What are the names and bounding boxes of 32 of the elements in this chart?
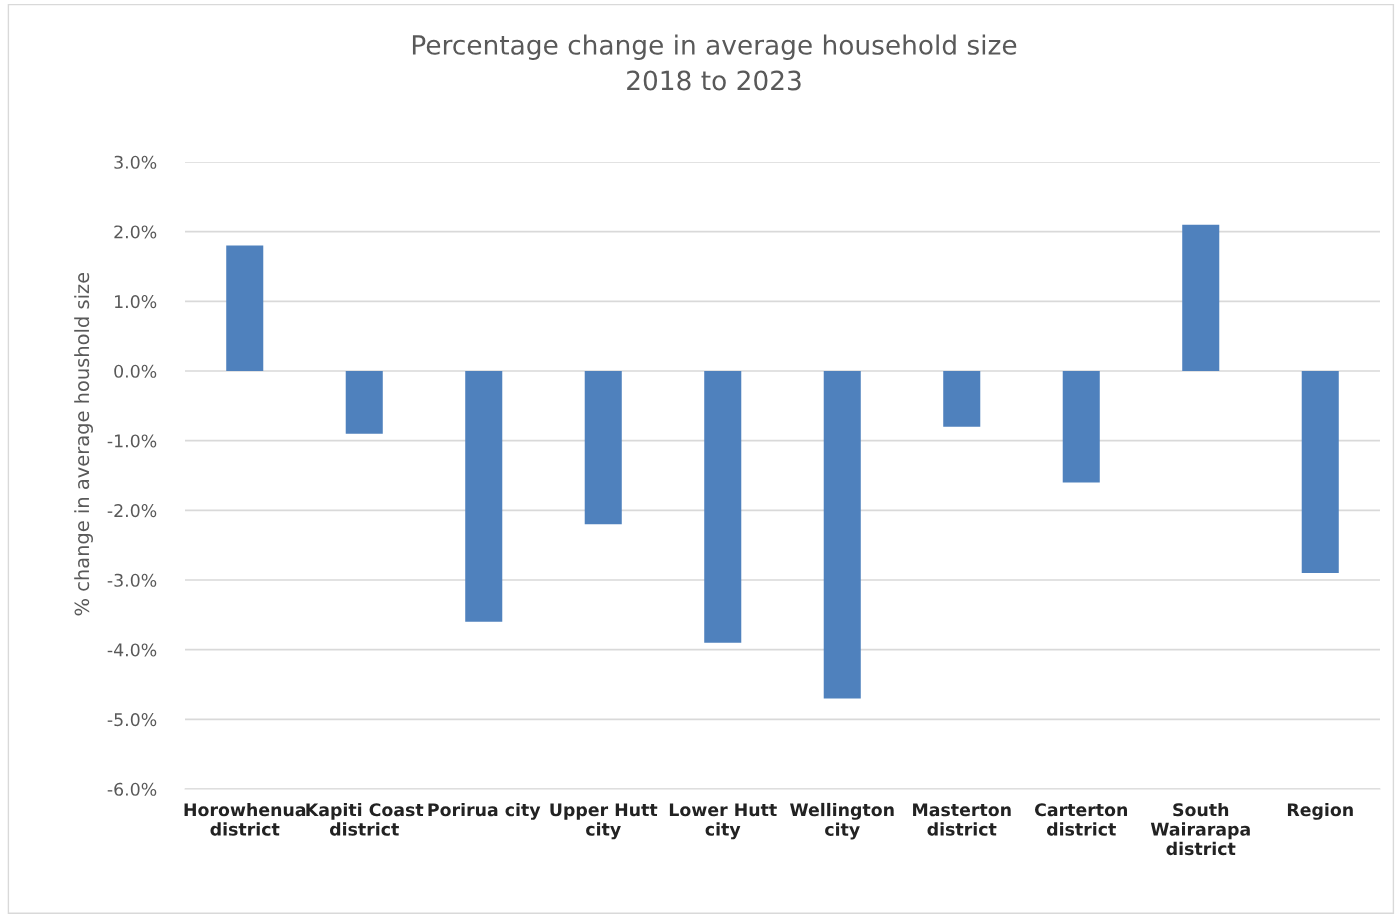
bar	[823, 371, 861, 699]
x-tick-label: Masterton district	[913, 803, 1011, 836]
x-tick-label: Wellington city	[790, 802, 894, 840]
x-tick-label: Lower Hutt city	[669, 803, 777, 840]
bar	[584, 371, 622, 525]
x-tick-label: Upper Hutt city	[550, 803, 658, 840]
y-axis-title: % change in average houshold size	[74, 272, 93, 616]
y-tick-label: -2.0%	[107, 504, 157, 518]
bar	[943, 371, 981, 427]
x-tick-label: South Wairarapa district	[1150, 802, 1250, 856]
y-tick-label: 2.0%	[114, 225, 157, 239]
y-tick-label: -1.0%	[107, 434, 157, 448]
y-tick-label: 0.0%	[114, 364, 157, 378]
bar	[1301, 371, 1339, 574]
y-tick-label: -6.0%	[107, 782, 157, 796]
bar	[226, 245, 264, 371]
bar	[704, 371, 742, 643]
x-tick-label: Horowhenua district	[184, 802, 306, 836]
chart-title: Percentage change in average household size 2018 to 2023	[412, 34, 1017, 91]
y-tick-label: -5.0%	[107, 713, 157, 727]
y-tick-label: 1.0%	[115, 295, 157, 309]
x-tick-label: Kapiti Coast district	[306, 802, 424, 836]
x-tick-label: Region	[1287, 802, 1353, 820]
bar	[345, 371, 383, 434]
bar	[465, 371, 503, 622]
x-tick-label: Carterton district	[1035, 803, 1128, 836]
y-tick-label: -3.0%	[107, 573, 157, 587]
bar	[1062, 371, 1100, 483]
y-tick-label: -4.0%	[107, 643, 157, 657]
bar	[1182, 224, 1220, 371]
x-tick-label: Porirua city	[428, 802, 541, 820]
y-tick-label: 3.0%	[114, 155, 157, 169]
